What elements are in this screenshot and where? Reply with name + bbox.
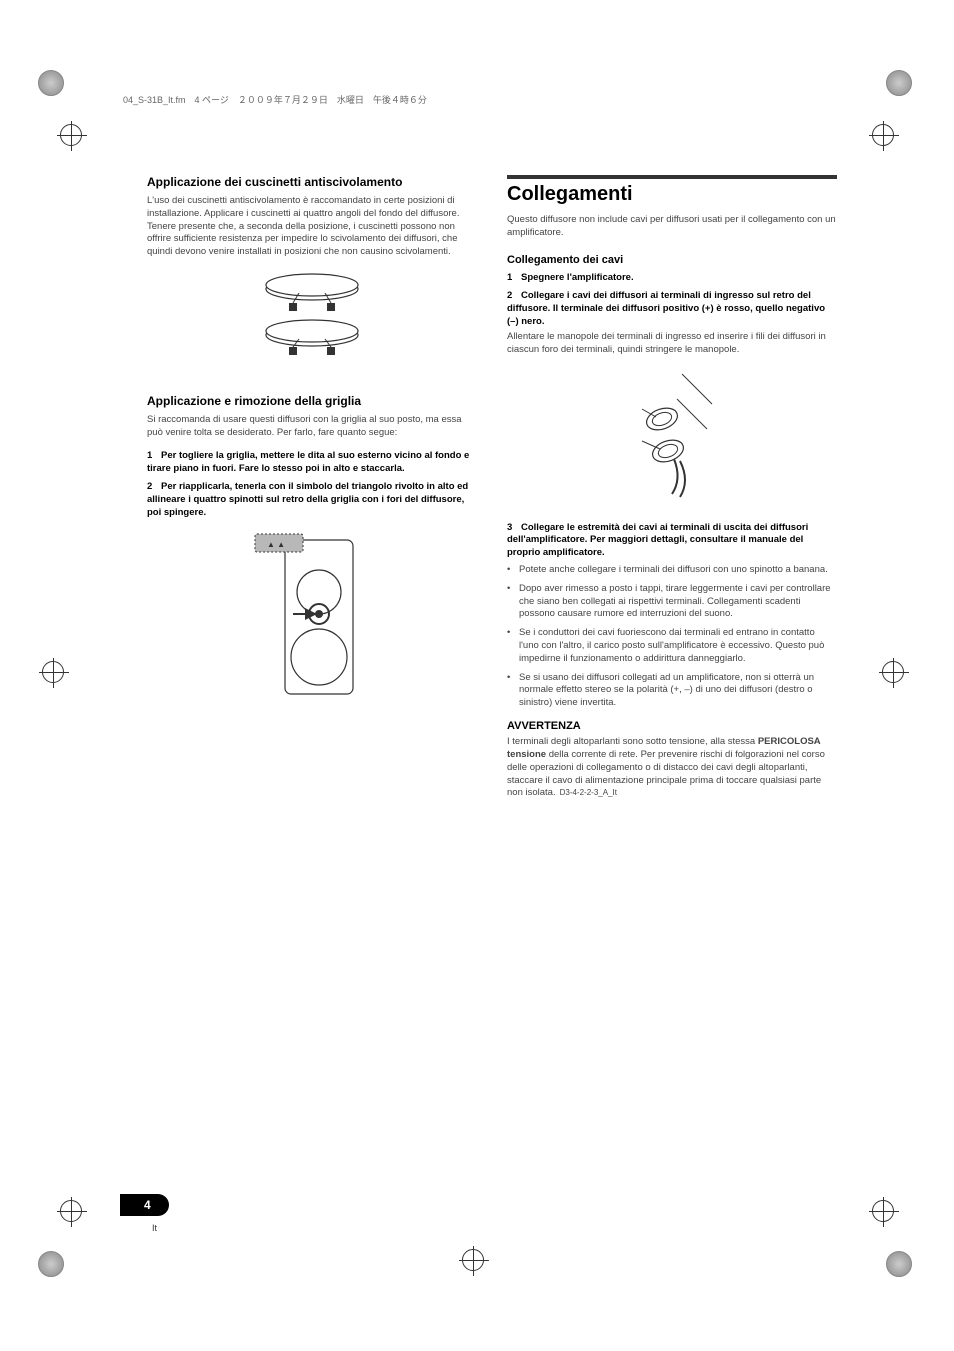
warning-body-pre: I terminali degli altoparlanti sono sott…	[507, 736, 758, 747]
heading-warning: AVVERTENZA	[507, 720, 837, 732]
step2-grille-text: Per riapplicarla, tenerla con il simbolo…	[147, 481, 468, 518]
left-column: Applicazione dei cuscinetti antiscivolam…	[147, 175, 477, 800]
step-number: 2	[507, 290, 521, 303]
warning-body: I terminali degli altoparlanti sono sott…	[507, 736, 837, 800]
list-item: Potete anche collegare i terminali dei d…	[519, 564, 837, 577]
step1-grille-text: Per togliere la griglia, mettere le dita…	[147, 450, 469, 474]
body-grille: Si raccomanda di usare questi diffusori …	[147, 414, 477, 440]
heading-connections: Collegamenti	[507, 175, 837, 206]
crop-mark-mr	[882, 661, 912, 691]
step2-cable: 2Collegare i cavi dei diffusori ai termi…	[507, 290, 837, 328]
diagram-terminal-connection	[507, 369, 837, 504]
page-content: Applicazione dei cuscinetti antiscivolam…	[147, 175, 837, 800]
header-file-info: 04_S-31B_It.fm 4 ページ ２００９年７月２９日 水曜日 午後４時…	[123, 93, 427, 106]
step-number: 2	[147, 481, 161, 494]
heading-antiskid-pads: Applicazione dei cuscinetti antiscivolam…	[147, 175, 477, 189]
crop-mark-br2	[872, 1200, 894, 1227]
step2-grille: 2Per riapplicarla, tenerla con il simbol…	[147, 481, 477, 519]
step3-cable-text: Collegare le estremità dei cavi ai termi…	[507, 522, 808, 559]
page-number: 4	[120, 1194, 169, 1216]
step2-cable-text: Collegare i cavi dei diffusori ai termin…	[507, 290, 825, 327]
step3-cable: 3Collegare le estremità dei cavi ai term…	[507, 522, 837, 560]
intro-connections: Questo diffusore non include cavi per di…	[507, 214, 837, 240]
body-antiskid-pads: L'uso dei cuscinetti antiscivolamento è …	[147, 195, 477, 259]
crop-mark-br	[886, 1251, 916, 1281]
heading-grille: Applicazione e rimozione della griglia	[147, 394, 477, 408]
step1-cable-text: Spegnere l'amplificatore.	[521, 272, 634, 283]
warning-body-post: della corrente di rete. Per prevenire ri…	[507, 749, 825, 798]
crop-mark-bl2	[60, 1200, 82, 1227]
svg-text:▲ ▲: ▲ ▲	[267, 540, 285, 549]
step2-cable-body: Allentare le manopole dei terminali di i…	[507, 331, 837, 357]
right-column: Collegamenti Questo diffusore non includ…	[507, 175, 837, 800]
step1-grille: 1Per togliere la griglia, mettere le dit…	[147, 450, 477, 476]
crop-mark-bl	[38, 1251, 68, 1281]
diagram-pad-placement	[147, 271, 477, 376]
step-number: 1	[147, 450, 161, 463]
step1-cable: 1Spegnere l'amplificatore.	[507, 272, 837, 285]
crop-mark-ml	[42, 661, 72, 691]
crop-mark-tr	[886, 70, 916, 100]
step-number: 3	[507, 522, 521, 535]
heading-cable-connection: Collegamento dei cavi	[507, 254, 837, 266]
warning-code: D3-4-2-2-3_A_It	[560, 788, 617, 797]
crop-mark-tl	[38, 70, 68, 100]
list-item: Se i conduttori dei cavi fuoriescono dai…	[519, 627, 837, 665]
step-number: 1	[507, 272, 521, 285]
page-language: It	[152, 1223, 157, 1233]
list-item: Se si usano dei diffusori collegati ad u…	[519, 672, 837, 710]
list-item: Dopo aver rimesso a posto i tappi, tirar…	[519, 583, 837, 621]
crop-mark-tl2	[60, 124, 82, 151]
diagram-grille-removal: ▲ ▲	[147, 532, 477, 707]
crop-mark-tr2	[872, 124, 894, 151]
crop-mark-mb	[462, 1249, 492, 1279]
bullet-list-notes: Potete anche collegare i terminali dei d…	[507, 564, 837, 710]
